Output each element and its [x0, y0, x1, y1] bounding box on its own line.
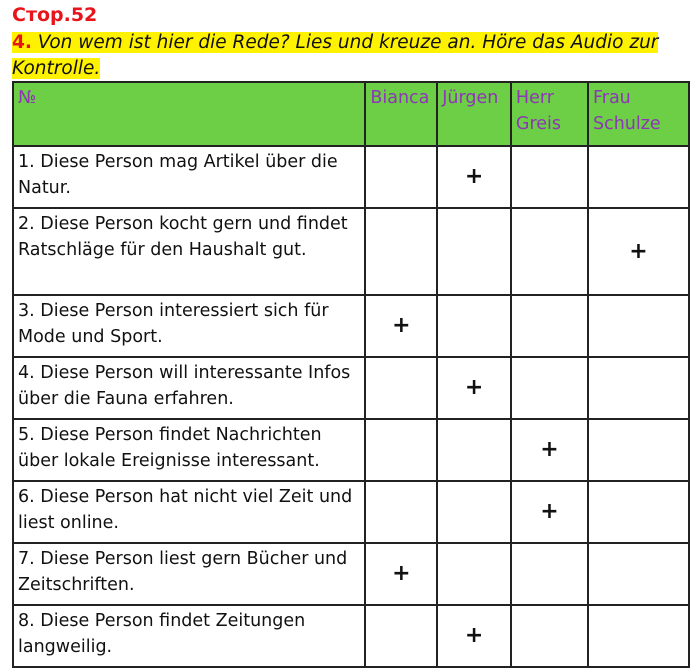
table-row: 6. Diese Person hat nicht viel Zeit und … [11, 480, 691, 544]
page-reference: Стор.52 [12, 4, 98, 26]
statement-cell: 2. Diese Person kocht gern und findet Ra… [11, 207, 367, 296]
checkbox-cell[interactable] [586, 356, 691, 420]
statement-cell: 3. Diese Person interessiert sich für Mo… [11, 294, 367, 358]
checkbox-cell[interactable] [509, 207, 589, 296]
header-frau-schulze: Frau Schulze [586, 81, 691, 147]
checkbox-cell[interactable] [509, 145, 589, 209]
table-row: 3. Diese Person interessiert sich für Mo… [11, 294, 691, 358]
table-row: 7. Diese Person liest gern Bücher und Ze… [11, 542, 691, 606]
checkbox-cell[interactable] [436, 480, 512, 544]
table-row: 8. Diese Person findet Zeitungen langwei… [11, 604, 691, 668]
statement-cell: 7. Diese Person liest gern Bücher und Ze… [11, 542, 367, 606]
checkbox-cell[interactable]: + [436, 145, 512, 209]
statement-cell: 1. Diese Person mag Artikel über die Nat… [11, 145, 367, 209]
checkbox-cell[interactable] [364, 418, 439, 482]
checkbox-cell[interactable]: + [509, 480, 589, 544]
table-header-row: № Bianca Jürgen Herr Greis Frau Schulze [11, 81, 691, 147]
task-instruction: 4. Von wem ist hier die Rede? Lies und k… [12, 30, 692, 82]
checkbox-cell[interactable]: + [509, 418, 589, 482]
task-number: 4. [12, 32, 32, 53]
table-row: 2. Diese Person kocht gern und findet Ra… [11, 207, 691, 296]
statement-cell: 4. Diese Person will interessante Infos … [11, 356, 367, 420]
checkbox-cell[interactable]: + [586, 207, 691, 296]
checkbox-cell[interactable] [509, 542, 589, 606]
checkbox-cell[interactable]: + [436, 356, 512, 420]
statement-cell: 5. Diese Person findet Nachrichten über … [11, 418, 367, 482]
task-text: Von wem ist hier die Rede? Lies und kreu… [12, 32, 659, 79]
checkbox-cell[interactable] [586, 604, 691, 668]
checkbox-cell[interactable] [364, 356, 439, 420]
checkbox-cell[interactable] [436, 418, 512, 482]
statement-cell: 8. Diese Person findet Zeitungen langwei… [11, 604, 367, 668]
checkbox-cell[interactable] [364, 604, 439, 668]
checkbox-cell[interactable] [364, 207, 439, 296]
checkbox-cell[interactable] [436, 294, 512, 358]
checkbox-cell[interactable] [509, 294, 589, 358]
answer-table: № Bianca Jürgen Herr Greis Frau Schulze … [11, 81, 691, 668]
checkbox-cell[interactable]: + [364, 294, 439, 358]
header-herr-greis: Herr Greis [509, 81, 589, 147]
statement-cell: 6. Diese Person hat nicht viel Zeit und … [11, 480, 367, 544]
checkbox-cell[interactable] [436, 207, 512, 296]
checkbox-cell[interactable] [586, 294, 691, 358]
table-row: 1. Diese Person mag Artikel über die Nat… [11, 145, 691, 209]
checkbox-cell[interactable] [586, 542, 691, 606]
checkbox-cell[interactable] [586, 418, 691, 482]
checkbox-cell[interactable] [364, 145, 439, 209]
header-number: № [11, 81, 367, 147]
checkbox-cell[interactable]: + [436, 604, 512, 668]
header-bianca: Bianca [364, 81, 439, 147]
header-juergen: Jürgen [436, 81, 512, 147]
checkbox-cell[interactable] [586, 480, 691, 544]
checkbox-cell[interactable] [509, 604, 589, 668]
checkbox-cell[interactable] [509, 356, 589, 420]
table-row: 5. Diese Person findet Nachrichten über … [11, 418, 691, 482]
checkbox-cell[interactable] [364, 480, 439, 544]
checkbox-cell[interactable] [586, 145, 691, 209]
checkbox-cell[interactable]: + [364, 542, 439, 606]
table-row: 4. Diese Person will interessante Infos … [11, 356, 691, 420]
checkbox-cell[interactable] [436, 542, 512, 606]
